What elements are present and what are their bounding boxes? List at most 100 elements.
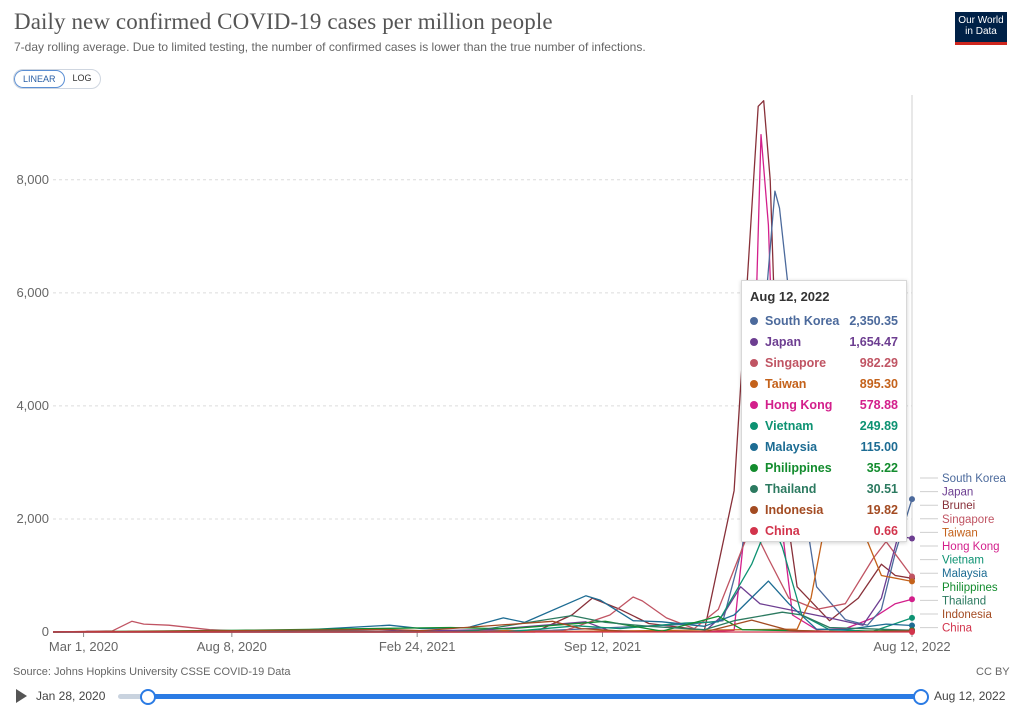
series-dot-icon <box>750 400 758 409</box>
end-label-japan: Japan <box>942 487 973 499</box>
timeline-end-label: Aug 12, 2022 <box>934 689 1006 703</box>
end-label-philippines: Philippines <box>942 582 998 594</box>
y-axis-ticks: 0 2,000 4,000 6,000 8,000 <box>16 172 49 639</box>
series-dot-icon <box>750 463 758 472</box>
tooltip-series-value: 30.51 <box>866 481 898 496</box>
series-end-dot <box>909 496 915 503</box>
series-dot-icon <box>750 358 758 367</box>
license-link[interactable]: CC BY <box>976 666 1010 678</box>
series-dot-icon <box>750 316 758 325</box>
play-icon[interactable] <box>16 689 27 703</box>
chart-subtitle: 7-day rolling average. Due to limited te… <box>14 40 646 54</box>
x-tick-label: Aug 12, 2022 <box>873 639 950 654</box>
x-tick-label: Mar 1, 2020 <box>49 639 118 654</box>
end-label-vietnam: Vietnam <box>942 555 984 567</box>
tooltip-row: China 0.66 <box>750 520 898 541</box>
series-line-malaysia <box>52 580 913 633</box>
series-dot-icon <box>750 442 758 451</box>
tooltip-series-name: Singapore <box>765 355 827 370</box>
end-label-hong-kong: Hong Kong <box>942 541 1000 553</box>
tooltip-row: Hong Kong 578.88 <box>750 394 898 415</box>
end-label-malaysia: Malaysia <box>942 568 988 580</box>
series-end-dot <box>909 628 915 635</box>
end-label-brunei: Brunei <box>942 500 975 512</box>
tooltip-series-value: 578.88 <box>859 397 898 412</box>
y-tick-label: 0 <box>42 624 49 639</box>
tooltip-series-name: Thailand <box>765 481 817 496</box>
tooltip-row: Indonesia 19.82 <box>750 499 898 520</box>
tooltip-series-name: Japan <box>765 334 802 349</box>
tooltip-series-name: Hong Kong <box>765 397 833 412</box>
tooltip-series-value: 2,350.35 <box>849 313 898 328</box>
tooltip-series-name: Philippines <box>765 460 832 475</box>
tooltip-series-value: 982.29 <box>859 355 898 370</box>
series-dot-icon <box>750 337 758 346</box>
end-label-china: China <box>942 623 973 635</box>
end-label-singapore: Singapore <box>942 514 994 526</box>
y-tick-label: 8,000 <box>16 172 49 187</box>
end-label-thailand: Thailand <box>942 595 986 607</box>
series-dot-icon <box>750 421 758 430</box>
scale-toggle[interactable]: LINEAR LOG <box>13 69 101 89</box>
tooltip-series-name: China <box>765 523 800 538</box>
tooltip-series-name: Vietnam <box>765 418 814 433</box>
series-line-thailand <box>52 611 913 633</box>
series-dot-icon <box>750 526 758 535</box>
y-tick-label: 2,000 <box>16 511 49 526</box>
timeline-start-label: Jan 28, 2020 <box>36 689 106 703</box>
logo-line-2: in Data <box>965 26 997 37</box>
tooltip-row: Vietnam 249.89 <box>750 415 898 436</box>
tooltip-row: Thailand 30.51 <box>750 478 898 499</box>
series-dot-icon <box>750 505 758 514</box>
tooltip-row: Malaysia 115.00 <box>750 436 898 457</box>
x-tick-label: Feb 24, 2021 <box>379 639 456 654</box>
chart-title: Daily new confirmed COVID-19 cases per m… <box>14 9 553 34</box>
tooltip-series-name: South Korea <box>765 313 840 328</box>
tooltip-row: South Korea 2,350.35 <box>750 310 898 331</box>
linear-scale-button[interactable]: LINEAR <box>14 70 65 88</box>
end-label-indonesia: Indonesia <box>942 609 992 621</box>
series-end-dot <box>909 573 915 580</box>
series-dot-icon <box>750 484 758 493</box>
tooltip-series-value: 19.82 <box>866 502 898 517</box>
x-axis-ticks: Mar 1, 2020 Aug 8, 2020 Feb 24, 2021 Sep 12… <box>49 632 951 654</box>
hover-tooltip: Aug 12, 2022 South Korea 2,350.35 Japan 1,6… <box>741 280 907 542</box>
tooltip-series-value: 35.22 <box>866 460 898 475</box>
series-dot-icon <box>750 379 758 388</box>
timeline: Jan 28, 2020 Aug 12, 2022 <box>0 685 1023 709</box>
end-label-south-korea: South Korea <box>942 473 1007 485</box>
tooltip-series-value: 115.00 <box>860 439 898 454</box>
tooltip-rows: South Korea 2,350.35 Japan 1,654.47 Singapor… <box>750 310 898 541</box>
logo-line-1: Our World <box>958 15 1004 26</box>
owid-logo[interactable]: Our World in Data <box>955 12 1007 45</box>
series-line-brunei <box>53 100 913 633</box>
series-end-dot <box>909 535 915 542</box>
log-scale-button[interactable]: LOG <box>72 73 92 83</box>
timeline-start-handle[interactable] <box>140 689 156 705</box>
tooltip-row: Singapore 982.29 <box>750 352 898 373</box>
timeline-end-handle[interactable] <box>913 689 929 705</box>
x-tick-label: Aug 8, 2020 <box>197 639 267 654</box>
tooltip-row: Philippines 35.22 <box>750 457 898 478</box>
tooltip-date: Aug 12, 2022 <box>750 289 830 304</box>
timeline-selected-range <box>146 694 921 699</box>
tooltip-series-name: Taiwan <box>765 376 807 391</box>
tooltip-series-value: 249.89 <box>859 418 898 433</box>
series-end-dot <box>909 596 915 603</box>
series-line-singapore <box>52 523 913 633</box>
tooltip-series-value: 895.30 <box>859 376 898 391</box>
tooltip-row: Japan 1,654.47 <box>750 331 898 352</box>
series-end-dot <box>909 622 915 629</box>
tooltip-series-name: Indonesia <box>765 502 824 517</box>
source-note[interactable]: Source: Johns Hopkins University CSSE CO… <box>13 666 291 678</box>
tooltip-row: Taiwan 895.30 <box>750 373 898 394</box>
tooltip-series-value: 0.66 <box>873 523 898 538</box>
y-tick-label: 6,000 <box>16 285 49 300</box>
y-tick-label: 4,000 <box>16 398 49 413</box>
tooltip-series-value: 1,654.47 <box>849 334 898 349</box>
tooltip-series-name: Malaysia <box>765 439 818 454</box>
end-label-taiwan: Taiwan <box>942 527 978 539</box>
series-end-dot <box>909 578 915 585</box>
series-end-dot <box>909 614 915 621</box>
